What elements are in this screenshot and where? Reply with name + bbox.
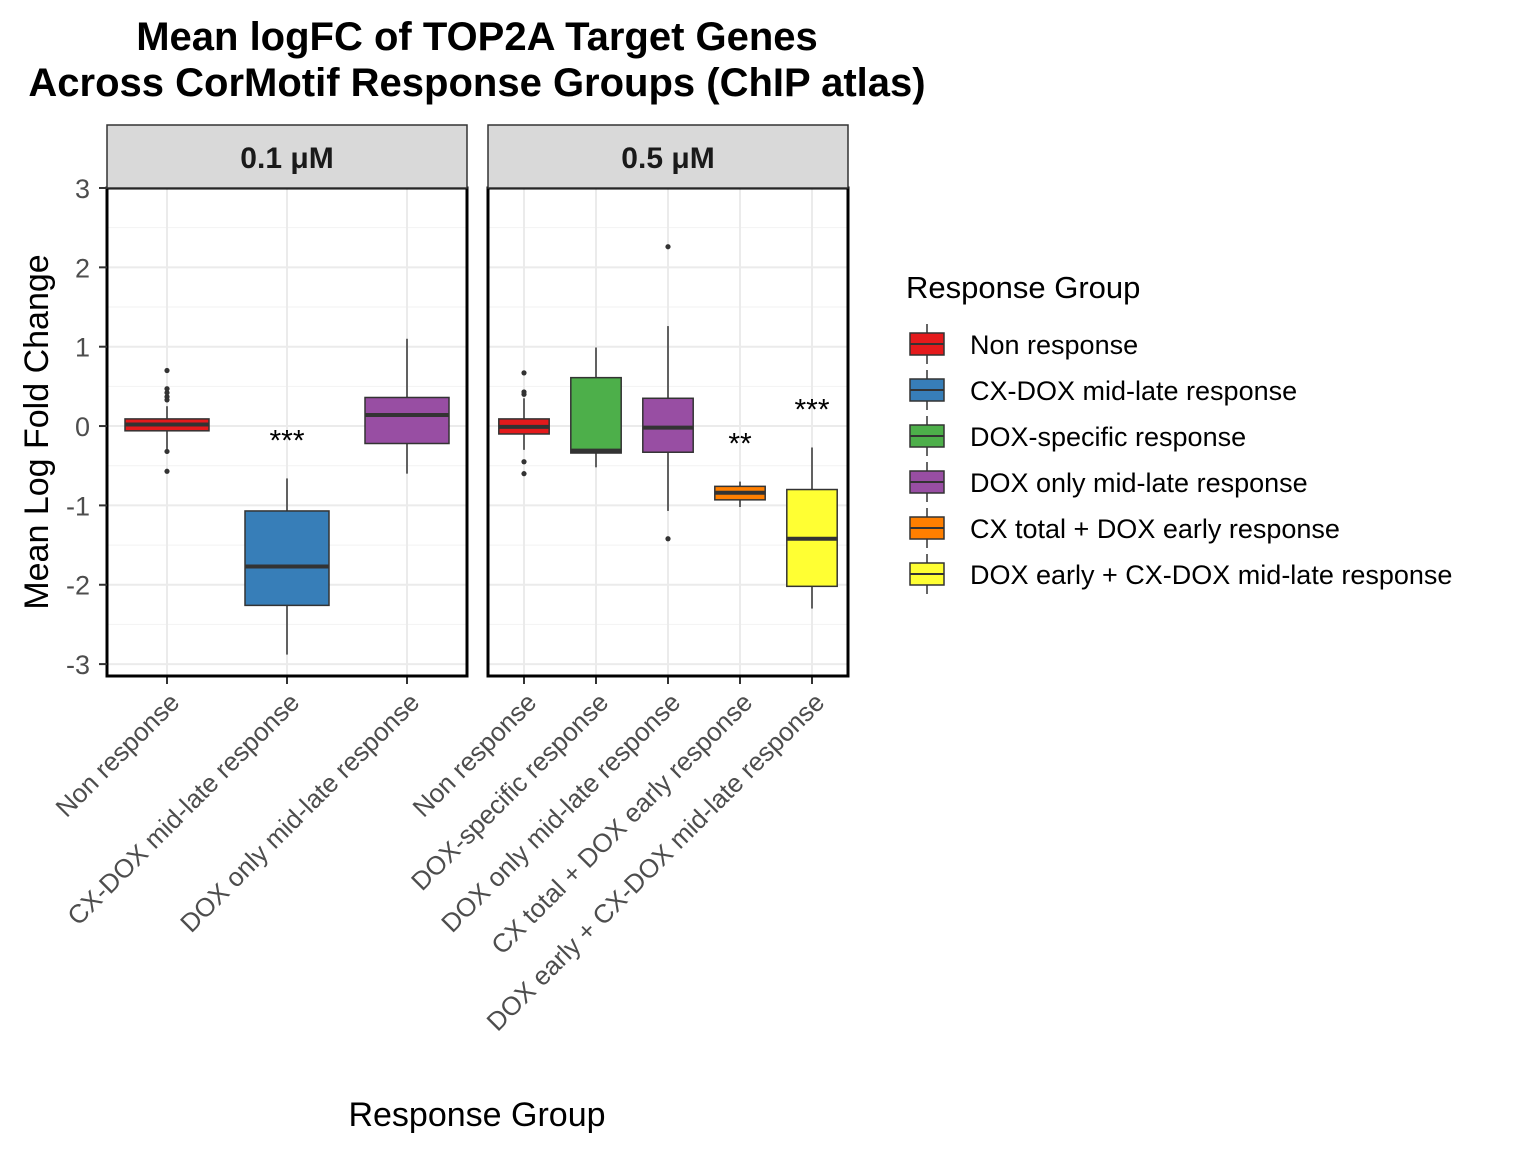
- y-tick-label: -2: [66, 571, 90, 601]
- legend-label: CX-DOX mid-late response: [970, 376, 1297, 406]
- outlier-point: [164, 386, 170, 392]
- y-tick-label: 0: [75, 412, 90, 442]
- facet-panels: Non response***CX-DOX mid-late responseD…: [50, 124, 850, 1037]
- outlier-point: [164, 468, 170, 474]
- outlier-point: [164, 390, 170, 396]
- y-axis-label: Mean Log Fold Change: [18, 254, 56, 609]
- box-iqr: [642, 397, 694, 453]
- box-5: ***: [786, 393, 838, 609]
- facet-panel: Non response *** CX-DOX mid-late responseD…: [50, 124, 469, 938]
- outlier-point: [521, 471, 527, 477]
- facet-strip: [106, 124, 468, 189]
- legend-item: CX total + DOX early response: [909, 508, 1340, 548]
- box-1: [498, 370, 550, 477]
- outlier-point: [665, 536, 671, 542]
- box-4: **: [714, 428, 766, 507]
- box-iqr: [570, 376, 622, 454]
- y-tick-label: 1: [75, 333, 90, 363]
- y-tick-label: 2: [75, 253, 90, 283]
- significance-label: ***: [794, 393, 829, 426]
- legend-item: Non response: [909, 324, 1138, 364]
- outlier-point: [521, 459, 527, 465]
- outlier-point: [164, 397, 170, 403]
- box-iqr: [364, 396, 450, 445]
- box-2: [570, 347, 622, 468]
- significance-label: **: [728, 428, 752, 461]
- x-tick-label: Non response: [50, 687, 186, 823]
- x-tick-label: DOX early + CX-DOX mid-late response: [481, 687, 831, 1037]
- legend-label: Non response: [970, 330, 1138, 360]
- facet-strip-label: 0.1 μM: [240, 142, 333, 175]
- outlier-point: [521, 391, 527, 397]
- y-tick-label: 3: [75, 174, 90, 204]
- x-tick-label: CX total + DOX early response: [485, 687, 758, 960]
- y-tick-label: -3: [66, 650, 90, 680]
- outlier-point: [164, 367, 170, 374]
- box-iqr: [244, 510, 330, 607]
- legend-label: CX total + DOX early response: [970, 514, 1340, 544]
- box-2: ***: [244, 424, 330, 655]
- box-1: [124, 367, 210, 474]
- box-3: [642, 244, 694, 542]
- y-tick-label: -1: [66, 491, 90, 521]
- facet-strip-label: 0.5 μM: [621, 142, 714, 175]
- legend-item: DOX early + CX-DOX mid-late response: [909, 554, 1452, 594]
- legend-title: Response Group: [906, 270, 1140, 305]
- x-tick-label: DOX only mid-late response: [174, 687, 425, 938]
- legend-label: DOX-specific response: [970, 422, 1246, 452]
- outlier-point: [521, 370, 527, 376]
- legend-label: DOX only mid-late response: [970, 468, 1308, 498]
- legend-item: DOX-specific response: [909, 416, 1246, 456]
- y-axis: -3 -2 -1 0 1 2 3: [66, 174, 107, 680]
- x-tick-label: CX-DOX mid-late response: [61, 687, 305, 931]
- box-3: [364, 338, 450, 474]
- facet-strip: [487, 124, 849, 189]
- outlier-point: [164, 448, 170, 455]
- x-tick-label: Non response: [407, 687, 543, 823]
- chart-title: Mean logFC of TOP2A Target Genes: [136, 15, 818, 59]
- legend-label: DOX early + CX-DOX mid-late response: [970, 560, 1452, 590]
- x-axis-label: Response Group: [348, 1096, 605, 1134]
- outlier-point: [665, 244, 671, 250]
- legend-item: CX-DOX mid-late response: [909, 370, 1297, 410]
- legend-item: DOX only mid-late response: [909, 462, 1308, 502]
- legend: Response Group Non response CX-DOX mid-la…: [906, 270, 1452, 594]
- chart-subtitle: Across CorMotif Response Groups (ChIP at…: [28, 61, 925, 105]
- significance-label: ***: [269, 424, 304, 457]
